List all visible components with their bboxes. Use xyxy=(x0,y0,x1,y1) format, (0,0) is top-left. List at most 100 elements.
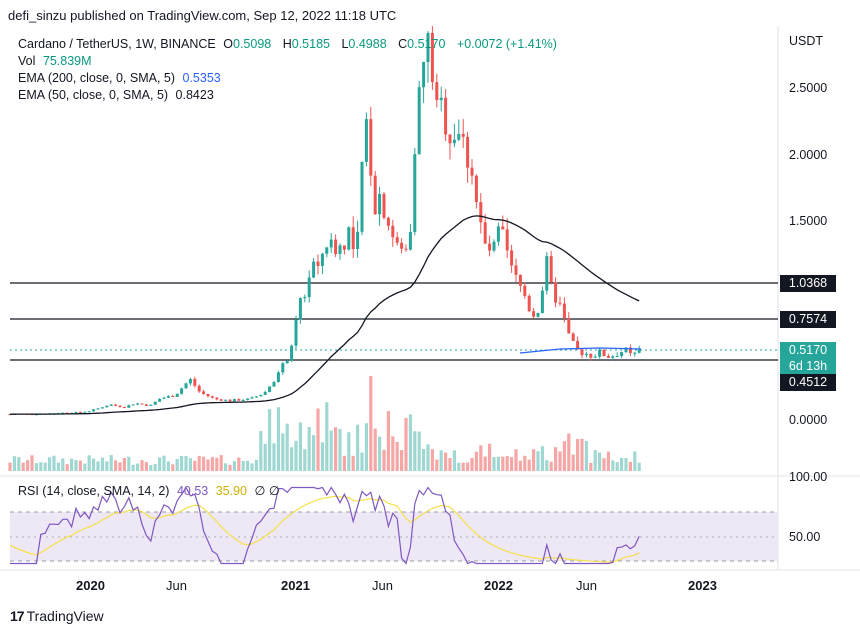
volume-bar xyxy=(197,455,201,471)
candle-body xyxy=(92,409,96,412)
candle-body xyxy=(268,386,272,393)
x-tick-label: 2022 xyxy=(484,578,513,593)
candle-body xyxy=(527,295,531,312)
volume-bar xyxy=(422,448,426,471)
volume-bar xyxy=(26,460,30,471)
candle-body xyxy=(435,82,439,101)
volume-bar xyxy=(510,457,514,471)
volume-bar xyxy=(527,459,531,471)
candle-body xyxy=(452,139,456,144)
candle-body xyxy=(215,397,219,400)
y-tick-label: 1.5000 xyxy=(789,214,827,228)
candle-body xyxy=(298,298,302,320)
candle-body xyxy=(74,411,78,413)
candle-body xyxy=(417,87,421,155)
volume-bar xyxy=(382,449,386,471)
volume-bar xyxy=(83,463,87,471)
volume-bar xyxy=(369,376,373,471)
candle-body xyxy=(514,265,518,275)
candle-body xyxy=(232,399,236,402)
candle-body xyxy=(254,396,258,398)
volume-bar xyxy=(404,417,408,471)
tradingview-logo-icon: 17 xyxy=(10,608,25,624)
volume-bar xyxy=(562,441,566,471)
volume-bar xyxy=(360,452,364,471)
volume-bar xyxy=(254,459,258,471)
candle-body xyxy=(87,411,91,413)
volume-bar xyxy=(206,459,210,471)
brand-name: TradingView xyxy=(26,608,104,624)
candle-body xyxy=(391,225,395,238)
high-val: 0.5185 xyxy=(291,37,330,51)
volume-bar xyxy=(43,462,47,471)
volume-bar xyxy=(488,443,492,471)
volume-bar xyxy=(466,462,470,471)
volume-bar xyxy=(224,463,228,471)
volume-bar xyxy=(175,458,179,471)
volume-bar xyxy=(48,457,52,471)
candle-body xyxy=(576,340,580,350)
volume-bar xyxy=(127,456,131,471)
volume-bar xyxy=(576,439,580,471)
candle-body xyxy=(408,231,412,250)
candle-body xyxy=(501,226,505,230)
candle-body xyxy=(457,133,461,140)
candle-body xyxy=(224,399,228,401)
x-tick-label: 2020 xyxy=(76,578,105,593)
level-tag-1: 1.0368 xyxy=(780,275,836,292)
volume-bars xyxy=(8,376,641,471)
candle-body xyxy=(153,401,157,405)
volume-bar xyxy=(567,433,571,471)
candle-body xyxy=(466,136,470,168)
volume-bar xyxy=(70,458,74,471)
volume-bar xyxy=(589,462,593,471)
candle-body xyxy=(303,297,307,299)
candle-body xyxy=(78,411,82,413)
candle-body xyxy=(109,404,113,406)
candle-body xyxy=(171,396,175,398)
low-val: 0.4988 xyxy=(348,37,387,51)
volume-bar xyxy=(276,407,280,471)
level-tag-2: 0.7574 xyxy=(780,311,836,328)
volume-bar xyxy=(637,462,641,471)
volume-bar xyxy=(439,450,443,471)
candle-body xyxy=(180,388,184,394)
candle-body xyxy=(562,303,566,319)
candle-body xyxy=(532,311,536,317)
candle-body xyxy=(83,411,87,413)
volume-bar xyxy=(250,463,254,471)
candle-body xyxy=(263,392,267,395)
volume-bar xyxy=(470,457,474,471)
rsi-val: 40.53 xyxy=(176,484,209,498)
volume-bar xyxy=(158,457,162,471)
volume-bar xyxy=(492,457,496,471)
volume-bar xyxy=(391,436,395,471)
candle-body xyxy=(347,227,351,250)
volume-bar xyxy=(426,444,430,471)
volume-bar xyxy=(430,449,434,471)
candle-body xyxy=(140,403,144,405)
volume-bar xyxy=(461,462,465,471)
candle-body xyxy=(624,347,628,353)
volume-bar xyxy=(435,459,439,471)
candle-body xyxy=(136,403,140,405)
tradingview-brand[interactable]: 17 TradingView xyxy=(10,608,104,624)
volume-bar xyxy=(417,431,421,471)
candle-body xyxy=(338,245,342,254)
volume-bar xyxy=(606,451,610,471)
volume-bar xyxy=(219,455,223,471)
rsi-ma-val: 35.90 xyxy=(215,484,247,498)
candle-body xyxy=(175,393,179,397)
candle-body xyxy=(430,33,434,83)
candle-body xyxy=(290,345,294,361)
volume-bar xyxy=(30,455,34,471)
candle-body xyxy=(523,285,527,296)
volume-bar xyxy=(413,431,417,471)
candle-body xyxy=(483,222,487,244)
volume-bar xyxy=(633,451,637,471)
candle-body xyxy=(496,226,500,242)
candle-body xyxy=(628,347,632,353)
publisher-line: defi_sinzu published on TradingView.com,… xyxy=(8,8,397,23)
rsi-ma-line xyxy=(9,495,640,563)
